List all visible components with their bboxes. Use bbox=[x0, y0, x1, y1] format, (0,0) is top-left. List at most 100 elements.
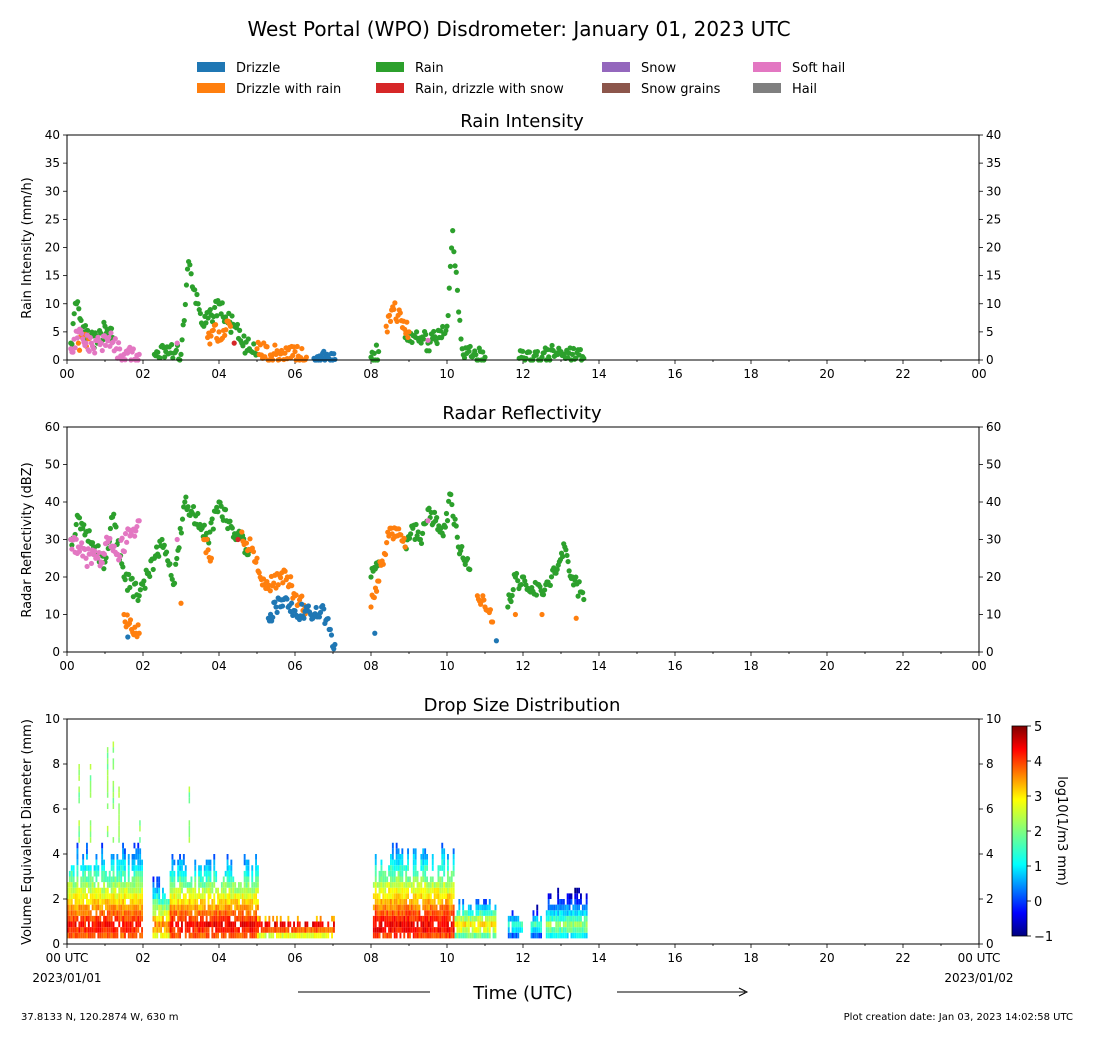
heatmap-cell bbox=[255, 904, 257, 911]
heatmap-cell bbox=[68, 927, 71, 933]
heatmap-cell bbox=[99, 899, 102, 905]
heatmap-cell bbox=[171, 927, 174, 933]
heatmap-cell bbox=[486, 921, 489, 928]
point-rain bbox=[566, 350, 572, 356]
point-drizzle-with-rain bbox=[394, 318, 400, 325]
heatmap-cell bbox=[405, 910, 408, 916]
heatmap-cell bbox=[211, 927, 214, 933]
heatmap-cell bbox=[386, 915, 389, 922]
heatmap-cell bbox=[205, 870, 208, 877]
heatmap-cell bbox=[314, 932, 316, 939]
heatmap-cell bbox=[245, 893, 248, 899]
heatmap-cell bbox=[74, 915, 77, 922]
heatmap-cell bbox=[122, 893, 124, 899]
heatmap-cell bbox=[439, 893, 442, 899]
heatmap-cell bbox=[167, 927, 170, 933]
heatmap-cell bbox=[118, 893, 121, 899]
point-rain bbox=[173, 561, 179, 567]
heatmap-cell bbox=[441, 848, 444, 854]
y-tick-label-left: 4 bbox=[52, 847, 60, 861]
heatmap-cell bbox=[220, 932, 223, 939]
heatmap-cell bbox=[395, 865, 398, 871]
heatmap-cell bbox=[414, 932, 417, 939]
point-soft-hail bbox=[119, 535, 125, 541]
heatmap-cell bbox=[95, 927, 98, 933]
heatmap-cell bbox=[127, 921, 130, 928]
heatmap-cell bbox=[74, 921, 77, 928]
heatmap-cell bbox=[253, 910, 256, 916]
point-rain bbox=[147, 573, 153, 580]
heatmap-cell bbox=[561, 915, 563, 922]
heatmap-cell bbox=[243, 899, 246, 905]
heatmap-cell bbox=[154, 932, 157, 939]
heatmap-cell bbox=[207, 904, 210, 911]
heatmap-cell bbox=[566, 899, 569, 905]
heatmap-cell bbox=[428, 899, 430, 905]
heatmap-cell bbox=[105, 932, 107, 939]
heatmap-cell bbox=[112, 932, 115, 939]
heatmap-cell bbox=[122, 870, 124, 877]
heatmap-cell bbox=[553, 904, 556, 911]
heatmap-cell bbox=[68, 882, 71, 888]
point-rain bbox=[185, 504, 191, 510]
heatmap-cell bbox=[141, 887, 143, 894]
legend-label: Drizzle with rain bbox=[236, 82, 341, 97]
heatmap-cell bbox=[403, 927, 406, 933]
heatmap-cell bbox=[507, 915, 510, 922]
heatmap-cell bbox=[163, 893, 166, 899]
heatmap-cell bbox=[422, 876, 425, 883]
heatmap-cell bbox=[114, 927, 117, 933]
point-rain bbox=[581, 596, 587, 603]
heatmap-cell bbox=[87, 876, 90, 883]
point-drizzle-with-rain bbox=[480, 593, 486, 599]
heatmap-cell bbox=[445, 910, 447, 916]
heatmap-cell bbox=[188, 899, 191, 905]
heatmap-cell bbox=[243, 921, 246, 928]
heatmap-cell bbox=[97, 904, 100, 911]
heatmap-cell bbox=[253, 927, 256, 933]
heatmap-cell bbox=[448, 932, 451, 939]
heatmap-cell bbox=[112, 899, 115, 905]
heatmap-cell bbox=[169, 882, 172, 888]
heatmap-cell bbox=[578, 910, 580, 916]
heatmap-cell bbox=[247, 882, 250, 888]
heatmap-cell bbox=[405, 870, 408, 877]
heatmap-cell bbox=[321, 921, 324, 928]
heatmap-cell bbox=[426, 865, 428, 871]
heatmap-cell bbox=[184, 870, 187, 877]
y-tick-label-left: 20 bbox=[45, 241, 60, 255]
heatmap-cell bbox=[485, 927, 487, 933]
heatmap-cell bbox=[397, 887, 400, 894]
point-drizzle bbox=[273, 604, 279, 610]
heatmap-cell bbox=[201, 932, 204, 939]
heatmap-cell bbox=[141, 932, 143, 939]
heatmap-cell bbox=[82, 899, 85, 905]
heatmap-cell bbox=[101, 910, 104, 916]
point-rain bbox=[408, 531, 414, 537]
heatmap-cell bbox=[574, 927, 577, 933]
heatmap-cell bbox=[276, 927, 278, 933]
heatmap-cell bbox=[395, 859, 398, 866]
heatmap-cell bbox=[380, 865, 383, 871]
heatmap-cell bbox=[124, 927, 126, 933]
point-rain bbox=[182, 499, 188, 505]
heatmap-cell bbox=[177, 904, 180, 911]
point-rain bbox=[412, 536, 418, 543]
heatmap-cell bbox=[226, 854, 229, 860]
heatmap-cell bbox=[194, 859, 197, 866]
heatmap-cell bbox=[93, 882, 96, 888]
heatmap-cell bbox=[238, 899, 240, 905]
point-rain bbox=[466, 348, 472, 354]
heatmap-cell bbox=[431, 887, 434, 894]
heatmap-cell bbox=[255, 921, 257, 928]
heatmap-cell bbox=[374, 854, 377, 860]
heatmap-cell bbox=[257, 915, 259, 922]
heatmap-cell bbox=[141, 859, 143, 866]
heatmap-cell bbox=[131, 876, 134, 883]
heatmap-cell bbox=[213, 859, 216, 866]
heatmap-cell bbox=[401, 876, 404, 883]
point-rain bbox=[149, 556, 155, 562]
point-rain bbox=[473, 352, 479, 358]
heatmap-cell bbox=[570, 932, 573, 939]
heatmap-cell bbox=[561, 932, 563, 939]
